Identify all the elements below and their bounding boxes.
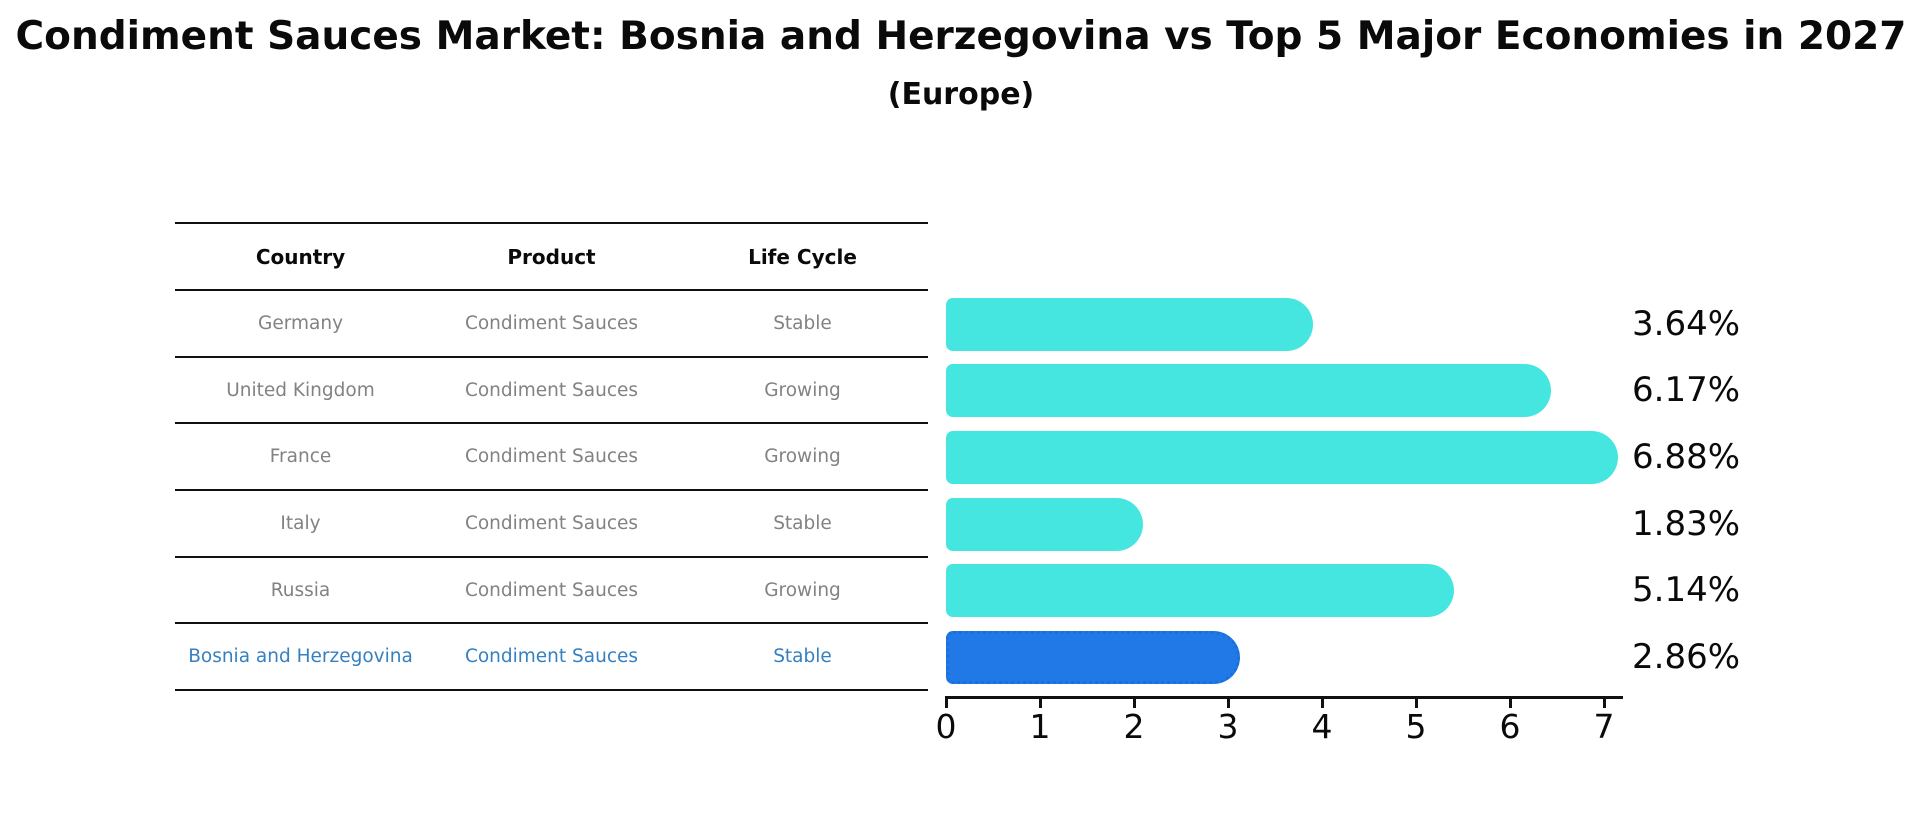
bar	[946, 364, 1551, 418]
cell-country: Germany	[257, 312, 344, 334]
cell-country: France	[269, 446, 332, 468]
x-axis-tick	[1320, 696, 1324, 708]
column-header-country: Country	[255, 244, 346, 269]
x-axis-tick-label: 2	[1123, 707, 1145, 746]
x-axis-tick	[1038, 696, 1042, 708]
table-row: United Kingdom Condiment Sauces Growing	[175, 358, 928, 425]
column-header-life-cycle: Life Cycle	[748, 244, 857, 269]
column-header-product: Product	[507, 244, 596, 269]
table-row: Russia Condiment Sauces Growing	[175, 558, 928, 625]
table-row: Bosnia and Herzegovina Condiment Sauces St…	[175, 624, 928, 692]
x-axis-tick	[1226, 696, 1230, 708]
x-axis-tick	[1132, 696, 1136, 708]
bar	[946, 564, 1455, 618]
bar-value-label: 1.83%	[1632, 503, 1741, 544]
cell-life-cycle: Growing	[764, 379, 841, 401]
bar-value-label: 2.86%	[1632, 637, 1741, 677]
x-axis-tick	[944, 696, 948, 708]
cell-product: Condiment Sauces	[464, 379, 639, 401]
x-axis-tick-label: 6	[1499, 707, 1521, 746]
cell-life-cycle: Stable	[773, 512, 832, 534]
table-row: Germany Condiment Sauces Stable	[175, 291, 928, 358]
bar	[946, 497, 1144, 551]
cell-country: Italy	[280, 512, 321, 534]
x-axis-tick-label: 0	[935, 707, 957, 746]
cell-life-cycle: Growing	[764, 446, 841, 468]
x-axis-tick-label: 7	[1593, 707, 1615, 746]
cell-product: Condiment Sauces	[464, 512, 639, 534]
cell-product: Condiment Sauces	[464, 579, 639, 601]
chart-subtitle: (Europe)	[887, 77, 1035, 112]
cell-life-cycle: Stable	[773, 646, 832, 668]
bar	[946, 430, 1618, 484]
chart-title: Condiment Sauces Market: Bosnia and Herz…	[15, 14, 1907, 59]
cell-product: Condiment Sauces	[464, 446, 639, 468]
bar-value-label: 6.88%	[1632, 436, 1741, 477]
x-axis-tick-label: 4	[1311, 707, 1333, 746]
table-header-row: Country Product Life Cycle	[175, 224, 928, 291]
bar	[946, 297, 1314, 351]
cell-country: Bosnia and Herzegovina	[188, 646, 413, 668]
bar-value-label: 3.64%	[1632, 303, 1741, 344]
bar-highlight	[946, 631, 1240, 684]
cell-product: Condiment Sauces	[464, 312, 639, 334]
table-row: Italy Condiment Sauces Stable	[175, 491, 928, 558]
bar-value-label: 5.14%	[1632, 570, 1741, 611]
x-axis-tick	[1414, 696, 1418, 708]
x-axis-tick-label: 1	[1029, 707, 1051, 746]
x-axis-tick-label: 5	[1405, 707, 1427, 746]
x-axis-tick-label: 3	[1217, 707, 1239, 746]
x-axis-tick	[1508, 696, 1512, 708]
bar-value-label: 6.17%	[1632, 370, 1741, 411]
cell-product: Condiment Sauces	[464, 646, 639, 668]
cell-life-cycle: Growing	[764, 579, 841, 601]
cell-life-cycle: Stable	[773, 312, 832, 334]
x-axis-tick	[1602, 696, 1606, 708]
country-table: Country Product Life Cycle Germany Condim…	[175, 222, 928, 692]
cell-country: United Kingdom	[226, 379, 375, 401]
table-row: France Condiment Sauces Growing	[175, 424, 928, 492]
x-axis-line	[946, 696, 1623, 699]
cell-country: Russia	[270, 579, 331, 601]
